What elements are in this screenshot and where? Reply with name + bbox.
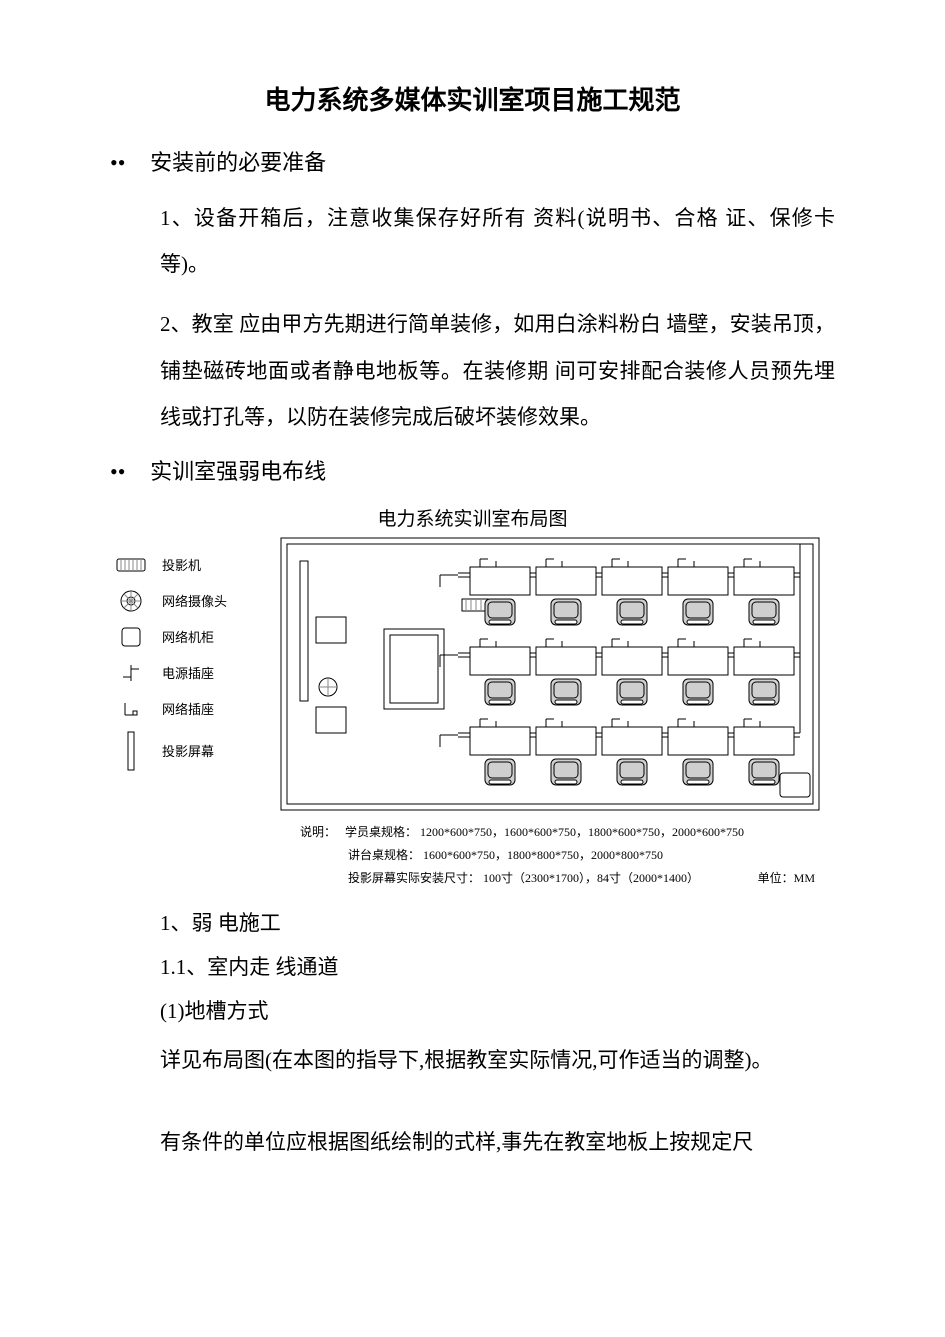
section-heading-text: 实训室强弱电布线 [150, 459, 326, 484]
section-marker: •• [110, 150, 144, 176]
legend-label: 网络机柜 [152, 627, 214, 646]
diagram-wrap: 投影机 网络摄像头 [110, 537, 835, 811]
section-heading-2: •• 实训室强弱电布线 [110, 454, 835, 486]
cabinet-icon [110, 625, 152, 649]
diagram-caption: 电力系统实训室布局图 [110, 504, 835, 531]
diagram-legend: 投影机 网络摄像头 [110, 537, 280, 775]
spec-value: 1600*600*750，1800*800*750，2000*800*750 [423, 848, 663, 862]
screen-icon [110, 731, 152, 771]
page-title: 电力系统多媒体实训室项目施工规范 [110, 80, 835, 117]
spec-line-2: 讲台桌规格： 1600*600*750，1800*800*750，2000*80… [300, 844, 835, 867]
spec-label: 学员桌规格： [345, 825, 417, 839]
legend-item-power: 电源插座 [110, 655, 280, 691]
spec-value: 1200*600*750，1600*600*750，1800*600*750，2… [420, 825, 744, 839]
legend-label: 电源插座 [152, 663, 214, 682]
legend-item-screen: 投影屏幕 [110, 727, 280, 775]
section-marker: •• [110, 459, 144, 485]
section-heading-text: 安装前的必要准备 [150, 150, 326, 175]
net-socket-icon [110, 697, 152, 721]
subsection-1: 1、弱 电施工 [160, 907, 835, 937]
floorplan-diagram [280, 537, 835, 811]
legend-item-projector: 投影机 [110, 547, 280, 583]
paragraph-cont: 有条件的单位应根据图纸绘制的式样,事先在教室地板上按规定尺 [160, 1121, 835, 1163]
legend-label: 投影屏幕 [152, 741, 214, 760]
spec-label: 投影屏幕实际安装尺寸： [348, 871, 480, 885]
spec-value: 100寸（2300*1700），84寸（2000*1400） [483, 871, 699, 885]
spec-line-3: 投影屏幕实际安装尺寸： 100寸（2300*1700），84寸（2000*140… [300, 867, 835, 890]
legend-label: 投影机 [152, 555, 201, 574]
item-1: (1)地槽方式 [160, 995, 835, 1025]
legend-label: 网络插座 [152, 699, 214, 718]
spec-label: 讲台桌规格： [348, 848, 420, 862]
subsection-1-1: 1.1、室内走 线通道 [160, 951, 835, 981]
legend-label: 网络摄像头 [152, 591, 227, 610]
spec-line-1: 说明： 学员桌规格： 1200*600*750，1600*600*750，180… [300, 821, 835, 844]
diagram-spec: 说明： 学员桌规格： 1200*600*750，1600*600*750，180… [300, 821, 835, 889]
legend-item-camera: 网络摄像头 [110, 583, 280, 619]
camera-icon [110, 589, 152, 613]
paragraph-2: 2、教室 应由甲方先期进行简单装修，如用白涂料粉白 墙壁，安装吊顶，铺垫磁砖地面… [160, 301, 835, 440]
spec-intro: 说明： [300, 825, 336, 839]
legend-item-cabinet: 网络机柜 [110, 619, 280, 655]
document-page: 电力系统多媒体实训室项目施工规范 •• 安装前的必要准备 1、设备开箱后，注意收… [0, 0, 945, 1337]
paragraph-detail: 详见布局图(在本图的指导下,根据教室实际情况,可作适当的调整)。 [160, 1039, 835, 1081]
subsection-1-text: 1、弱 电施工 [160, 911, 281, 935]
projector-icon [110, 557, 152, 573]
legend-item-net: 网络插座 [110, 691, 280, 727]
paragraph-1: 1、设备开箱后，注意收集保存好所有 资料(说明书、合格 证、保修卡等)。 [160, 195, 835, 287]
spec-unit: 单位：MM [758, 867, 815, 890]
section-heading-1: •• 安装前的必要准备 [110, 145, 835, 177]
power-socket-icon [110, 661, 152, 685]
